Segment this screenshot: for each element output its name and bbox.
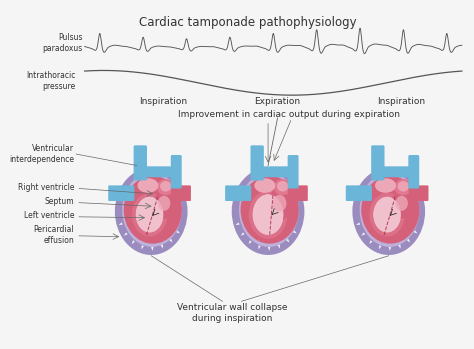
Polygon shape <box>249 240 252 244</box>
FancyBboxPatch shape <box>108 195 135 201</box>
FancyBboxPatch shape <box>408 155 419 188</box>
Ellipse shape <box>158 196 170 211</box>
Ellipse shape <box>137 178 158 193</box>
FancyBboxPatch shape <box>108 190 135 196</box>
Polygon shape <box>132 240 135 244</box>
FancyBboxPatch shape <box>134 145 147 180</box>
Polygon shape <box>398 245 401 248</box>
Ellipse shape <box>391 191 413 218</box>
Ellipse shape <box>352 168 425 255</box>
Text: Inspiration: Inspiration <box>139 97 188 106</box>
Polygon shape <box>389 247 391 251</box>
Ellipse shape <box>255 178 275 193</box>
Ellipse shape <box>124 176 182 244</box>
Polygon shape <box>293 230 297 233</box>
Ellipse shape <box>122 173 182 247</box>
Ellipse shape <box>272 195 286 212</box>
FancyBboxPatch shape <box>346 185 372 191</box>
FancyBboxPatch shape <box>108 185 135 191</box>
Text: Cardiac tamponade pathophysiology: Cardiac tamponade pathophysiology <box>139 16 357 29</box>
FancyBboxPatch shape <box>409 185 428 191</box>
Text: Inspiration: Inspiration <box>377 97 425 106</box>
Ellipse shape <box>253 194 283 235</box>
FancyBboxPatch shape <box>288 190 308 196</box>
Polygon shape <box>142 245 144 250</box>
Text: Ventricular
interdependence: Ventricular interdependence <box>9 144 74 164</box>
Polygon shape <box>124 232 128 236</box>
FancyBboxPatch shape <box>371 145 384 180</box>
Polygon shape <box>361 232 365 236</box>
Ellipse shape <box>277 181 288 192</box>
Ellipse shape <box>153 191 175 218</box>
FancyBboxPatch shape <box>346 190 372 196</box>
FancyBboxPatch shape <box>409 195 428 201</box>
Polygon shape <box>151 247 154 251</box>
Ellipse shape <box>395 196 408 211</box>
Polygon shape <box>241 232 245 236</box>
FancyBboxPatch shape <box>250 145 264 180</box>
Text: Pulsus
paradoxus: Pulsus paradoxus <box>43 33 83 53</box>
FancyBboxPatch shape <box>409 190 428 196</box>
Ellipse shape <box>374 197 401 232</box>
FancyBboxPatch shape <box>288 185 308 191</box>
FancyBboxPatch shape <box>288 195 308 201</box>
Ellipse shape <box>253 194 283 235</box>
Polygon shape <box>369 240 373 244</box>
Ellipse shape <box>266 190 292 220</box>
FancyBboxPatch shape <box>225 190 251 196</box>
Text: Pericardial
effusion: Pericardial effusion <box>34 225 74 245</box>
Text: Expiration: Expiration <box>255 97 301 106</box>
Text: Left ventricle: Left ventricle <box>24 211 74 220</box>
Polygon shape <box>169 239 173 243</box>
Polygon shape <box>277 245 280 248</box>
Ellipse shape <box>136 197 164 232</box>
Ellipse shape <box>136 197 164 232</box>
FancyBboxPatch shape <box>171 155 182 188</box>
Text: Septum: Septum <box>45 197 74 206</box>
Ellipse shape <box>157 179 174 195</box>
Ellipse shape <box>375 178 396 193</box>
Polygon shape <box>258 245 261 250</box>
FancyBboxPatch shape <box>225 195 251 201</box>
Text: Improvement in cardiac output during expiration: Improvement in cardiac output during exp… <box>178 110 400 119</box>
Ellipse shape <box>369 193 405 236</box>
Polygon shape <box>161 245 163 248</box>
Polygon shape <box>268 247 270 251</box>
FancyBboxPatch shape <box>288 155 299 188</box>
Ellipse shape <box>160 181 172 192</box>
Ellipse shape <box>398 181 409 192</box>
FancyBboxPatch shape <box>171 195 191 201</box>
FancyBboxPatch shape <box>225 185 251 191</box>
Text: Right ventricle: Right ventricle <box>18 183 74 192</box>
Ellipse shape <box>249 190 287 239</box>
Ellipse shape <box>374 197 401 232</box>
FancyBboxPatch shape <box>382 166 414 177</box>
Polygon shape <box>176 230 180 233</box>
FancyBboxPatch shape <box>171 185 191 191</box>
Ellipse shape <box>361 176 419 244</box>
Text: Intrathoracic
pressure: Intrathoracic pressure <box>26 71 75 91</box>
Ellipse shape <box>360 173 419 247</box>
Ellipse shape <box>132 193 167 236</box>
FancyBboxPatch shape <box>171 190 191 196</box>
FancyBboxPatch shape <box>144 166 176 177</box>
Polygon shape <box>286 239 290 243</box>
Ellipse shape <box>115 168 188 255</box>
Polygon shape <box>414 230 418 233</box>
Ellipse shape <box>241 176 299 244</box>
Polygon shape <box>118 222 123 225</box>
Polygon shape <box>356 222 360 225</box>
Text: Ventricular wall collapse
during inspiration: Ventricular wall collapse during inspira… <box>177 303 287 322</box>
Ellipse shape <box>232 168 304 255</box>
Polygon shape <box>236 222 239 225</box>
Ellipse shape <box>239 173 299 247</box>
Polygon shape <box>379 245 382 250</box>
Ellipse shape <box>394 179 412 195</box>
Ellipse shape <box>273 179 292 195</box>
Polygon shape <box>407 239 410 243</box>
FancyBboxPatch shape <box>346 195 372 201</box>
FancyBboxPatch shape <box>261 166 293 177</box>
